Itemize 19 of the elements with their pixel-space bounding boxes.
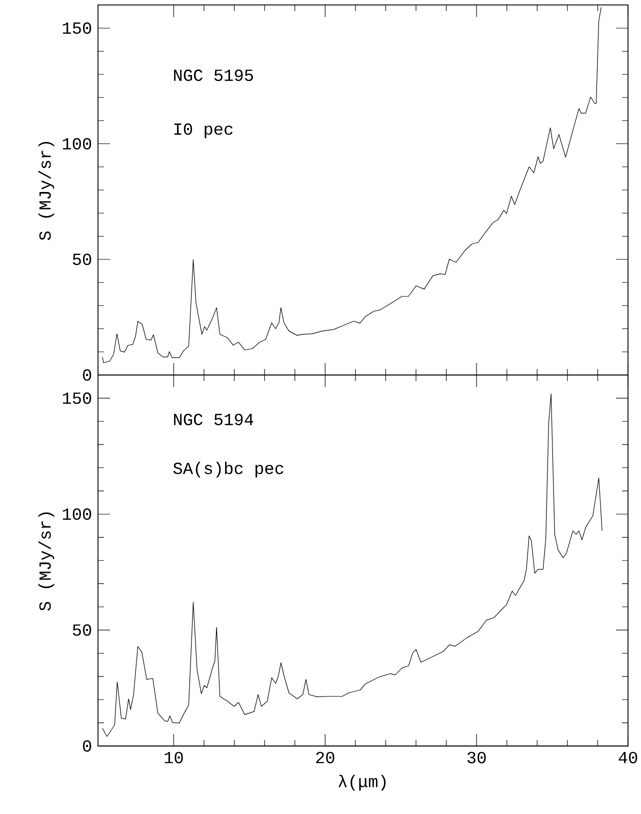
y-tick-label: 150 — [62, 392, 92, 404]
y-tick-label: 50 — [72, 254, 92, 266]
y-tick-label: 100 — [62, 138, 92, 150]
x-tick-label: 10 — [164, 752, 183, 764]
y-tick-label: 150 — [62, 22, 92, 34]
y-tick-label: 50 — [72, 624, 92, 636]
x-tick-label: 20 — [316, 752, 334, 764]
y-axis-title: S (MJy/sr) — [38, 512, 54, 611]
annotation: NGC 5194 — [174, 414, 254, 426]
annotation: NGC 5195 — [174, 70, 253, 82]
x-tick-label: 40 — [618, 752, 638, 764]
annotation: SA(s)bc pec — [173, 462, 284, 478]
y-tick-label: 100 — [62, 508, 92, 520]
x-axis-title: λ(μm) — [338, 774, 386, 791]
y-axis-title: S (MJy/sr) — [38, 142, 54, 240]
annotation: I0 pec — [174, 123, 232, 138]
x-tick-label: 30 — [467, 752, 486, 764]
y-tick-label: 0 — [83, 740, 92, 752]
y-tick-label: 0 — [83, 369, 92, 381]
